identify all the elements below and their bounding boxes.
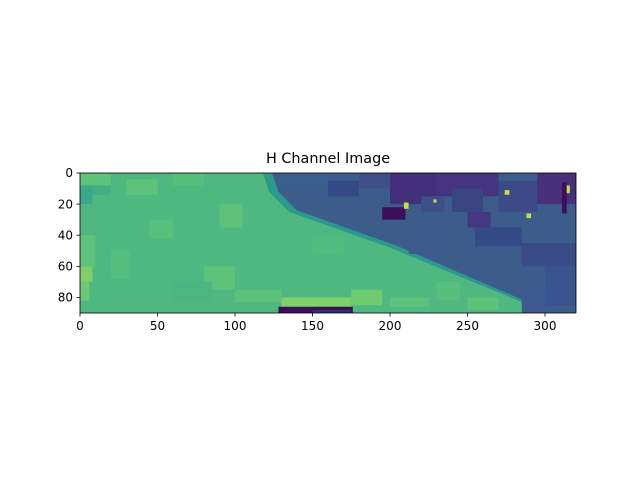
green-block-0 [80, 173, 111, 186]
green-block-2 [92, 185, 111, 195]
green-block-14 [390, 297, 429, 307]
bright-spot-4 [565, 185, 570, 194]
x-tick-label: 300 [534, 319, 557, 333]
y-tick-label: 20 [58, 197, 73, 211]
green-block-16 [219, 204, 243, 228]
y-tick-label: 40 [58, 228, 73, 242]
region-green [80, 173, 542, 313]
green-block-13 [351, 289, 383, 306]
bottom-dark-stripe-2 [312, 309, 352, 313]
green-block-6 [80, 235, 96, 267]
blue-block-0 [281, 173, 328, 186]
blue-block-2 [359, 173, 390, 189]
green-block-19 [467, 297, 499, 310]
dark-streak [562, 182, 567, 214]
green-block-5 [149, 219, 173, 239]
bright-spot-2 [504, 190, 510, 195]
blue-block-11 [545, 266, 576, 306]
blue-block-10 [521, 243, 576, 267]
heatmap-image [80, 173, 576, 313]
bright-spot-3 [526, 213, 532, 219]
transition-band [262, 173, 545, 313]
x-axis: 0 50 100 150 200 250 300 [76, 313, 556, 333]
blue-block-7 [382, 207, 406, 220]
blue-block-14 [421, 196, 445, 212]
x-tick-label: 0 [76, 319, 84, 333]
blue-block-13 [467, 211, 491, 228]
blue-block-12 [521, 289, 545, 313]
y-tick-label: 80 [58, 291, 73, 305]
y-axis: 0 20 40 60 80 [58, 166, 80, 305]
green-block-4 [173, 173, 204, 186]
chart-title: H Channel Image [266, 151, 390, 167]
blue-block-6 [537, 173, 576, 205]
y-tick-label: 0 [65, 166, 73, 180]
green-block-12 [281, 297, 352, 307]
bright-spot-1 [433, 199, 437, 203]
x-tick-label: 150 [301, 319, 324, 333]
x-tick-label: 250 [456, 319, 479, 333]
green-block-11 [235, 289, 282, 303]
green-block-17 [173, 281, 212, 301]
x-tick-label: 200 [379, 319, 402, 333]
y-tick-label: 60 [58, 260, 73, 274]
x-tick-label: 100 [224, 319, 247, 333]
axes-frame [79, 172, 577, 314]
blue-block-5 [498, 180, 538, 212]
blue-block-9 [475, 227, 522, 247]
green-block-7 [80, 266, 93, 282]
blue-block-1 [328, 180, 359, 197]
green-block-8 [80, 281, 90, 301]
green-block-18 [436, 281, 460, 301]
green-block-9 [111, 250, 130, 279]
bright-spot-0 [403, 202, 409, 209]
green-block-3 [126, 179, 158, 195]
x-tick-label: 50 [150, 319, 165, 333]
green-block-1 [80, 185, 93, 205]
blue-block-8 [452, 188, 483, 212]
green-block-15 [312, 235, 344, 254]
blue-block-15 [408, 235, 440, 254]
